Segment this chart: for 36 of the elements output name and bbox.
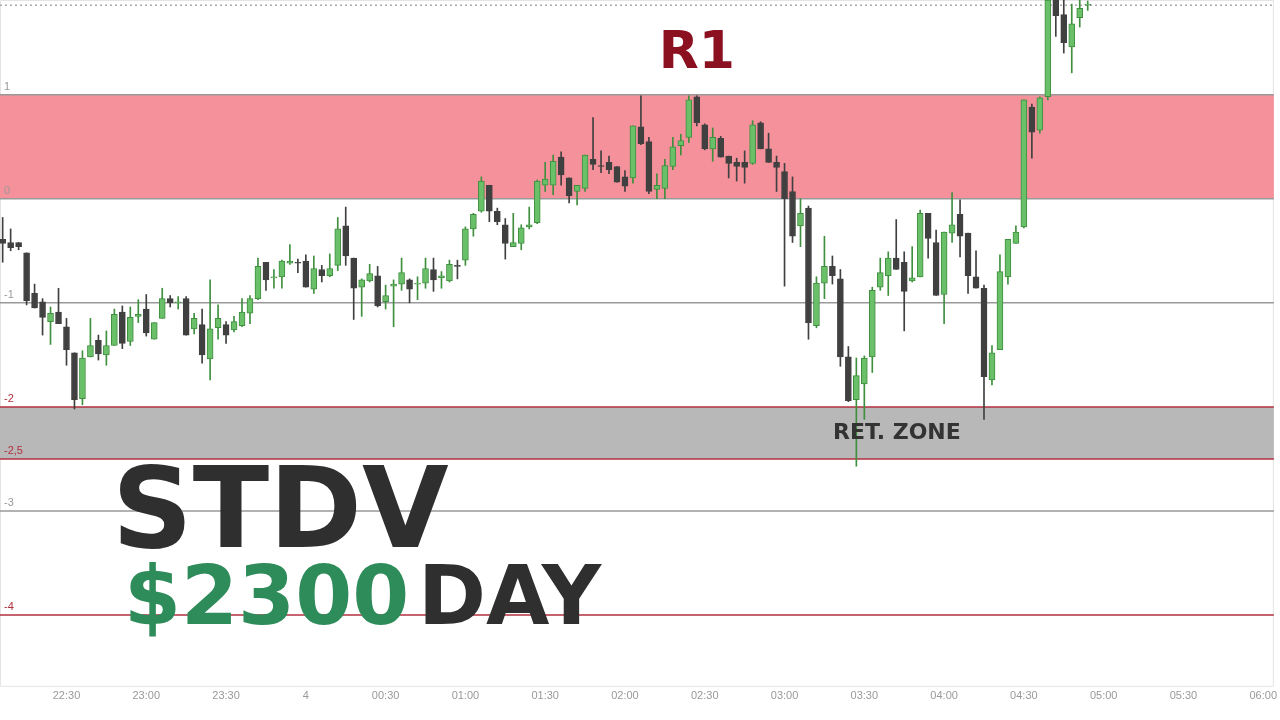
ref-line-label: -2 <box>4 391 14 404</box>
x-tick-label: 04:30 <box>1010 689 1038 702</box>
x-tick-label: 01:30 <box>531 689 559 702</box>
x-tick-label: 03:00 <box>770 689 799 702</box>
ref-line-label: -3 <box>4 495 14 508</box>
x-tick-label: 01:00 <box>451 689 480 702</box>
candlestick <box>286 244 294 265</box>
x-tick-label: 22:30 <box>52 689 81 702</box>
x-tick-label: 4 <box>302 689 309 702</box>
candlestick <box>1084 0 1092 11</box>
x-tick-label: 03:30 <box>850 689 879 702</box>
x-tick-label: 04:00 <box>930 689 958 702</box>
x-tick-label: 23:30 <box>212 689 240 702</box>
candlestick <box>509 212 517 247</box>
candlestick <box>174 296 182 310</box>
candlestick <box>294 258 302 273</box>
x-tick-label: 02:00 <box>611 689 639 702</box>
band-label: R1 <box>658 20 736 81</box>
candlestick <box>270 269 278 289</box>
x-tick-label: 05:00 <box>1089 689 1118 702</box>
x-tick-label: 00:30 <box>371 689 400 702</box>
candlestick <box>892 219 900 270</box>
x-tick-label: 23:00 <box>132 689 161 702</box>
ref-line-label: 1 <box>4 79 11 92</box>
candlestick <box>134 299 142 323</box>
x-tick-label: 05:30 <box>1169 689 1198 702</box>
ref-line-label: -2,5 <box>4 443 23 456</box>
candlestick <box>541 162 549 192</box>
ref-line-label: -1 <box>4 287 14 300</box>
ref-line-label: 0 <box>4 183 11 196</box>
x-tick-label: 06:00 <box>1249 689 1277 702</box>
ref-line-label: -4 <box>4 600 14 613</box>
x-tick-label: 02:30 <box>690 689 719 702</box>
candlestick <box>525 206 533 230</box>
candlestick <box>653 173 661 200</box>
candlestick <box>358 278 366 317</box>
